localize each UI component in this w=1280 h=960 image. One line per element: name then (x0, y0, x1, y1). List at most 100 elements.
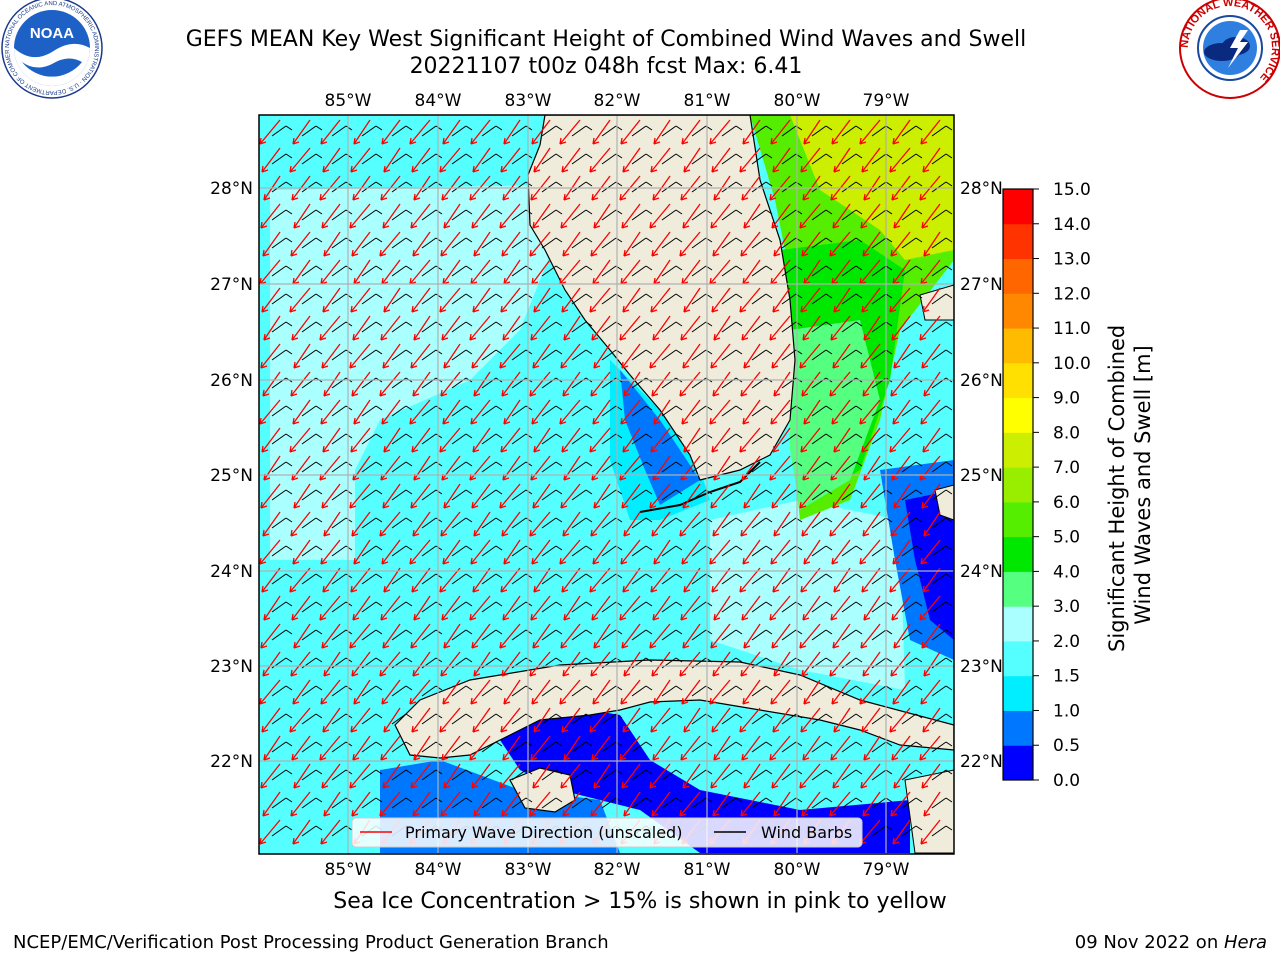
wave-direction-arrow (559, 539, 581, 565)
wind-barb (391, 685, 413, 697)
wind-barb (871, 405, 893, 417)
wind-barb (901, 769, 923, 781)
colorbar-segment (1003, 710, 1033, 746)
wave-direction-arrow (743, 763, 761, 789)
wave-direction-arrow (653, 679, 671, 705)
wind-barb (871, 545, 893, 557)
wave-direction-arrow (322, 707, 341, 733)
wave-height-field (790, 320, 880, 510)
wave-direction-arrow (922, 567, 941, 593)
wind-barb (571, 601, 593, 613)
wave-direction-arrow (383, 147, 401, 173)
wave-direction-arrow (619, 315, 641, 341)
wind-barb (901, 265, 923, 277)
wave-direction-arrow (531, 119, 551, 145)
wave-direction-arrow (439, 427, 461, 453)
wind-barb (481, 601, 503, 613)
wind-barb (661, 433, 683, 445)
wave-direction-arrow (683, 707, 701, 733)
wave-direction-arrow (829, 231, 851, 257)
wave-direction-arrow (349, 763, 371, 789)
wave-direction-arrow (713, 735, 731, 761)
wind-barb (511, 461, 533, 473)
wave-direction-arrow (862, 791, 881, 817)
wind-barb (361, 461, 383, 473)
wave-direction-arrow (290, 511, 311, 537)
wave-direction-arrow (410, 763, 431, 789)
wind-barb (661, 405, 683, 417)
wind-barb (301, 825, 323, 837)
wave-direction-arrow (259, 539, 281, 565)
wave-direction-arrow (590, 231, 611, 257)
wave-direction-arrow (503, 119, 521, 145)
colorbar-tick-label: 1.5 (1053, 667, 1080, 687)
wave-direction-arrow (532, 343, 551, 369)
wind-barb (541, 349, 563, 361)
wave-direction-arrow (920, 819, 941, 845)
wave-direction-arrow (472, 427, 491, 453)
wave-direction-arrow (712, 651, 731, 677)
wind-barb (331, 601, 353, 613)
wave-direction-arrow (743, 203, 761, 229)
wave-direction-arrow (890, 231, 911, 257)
wind-barb (571, 321, 593, 333)
map-legend: Primary Wave Direction (unscaled) Wind B… (351, 817, 863, 848)
wave-direction-arrow (411, 567, 431, 593)
wind-barb (571, 153, 593, 165)
wave-direction-arrow (410, 623, 431, 649)
wind-barb (751, 293, 773, 305)
wave-direction-arrow (529, 511, 551, 537)
wave-direction-arrow (560, 623, 581, 649)
wind-barb (931, 265, 953, 277)
wind-barb (661, 741, 683, 753)
wave-direction-arrow (832, 343, 851, 369)
wave-direction-arrow (563, 595, 581, 621)
wave-direction-arrow (289, 147, 311, 173)
wave-direction-arrow (681, 119, 701, 145)
wave-direction-arrow (380, 315, 401, 341)
wave-direction-arrow (592, 539, 611, 565)
wave-direction-arrow (471, 483, 491, 509)
wind-barb (661, 209, 683, 221)
wind-barb (841, 293, 863, 305)
wave-direction-arrow (291, 735, 311, 761)
wave-direction-arrow (621, 623, 641, 649)
wind-barb (841, 153, 863, 165)
wind-barb (391, 405, 413, 417)
wave-direction-arrow (562, 231, 581, 257)
wind-barb (541, 209, 563, 221)
wind-barb (751, 685, 773, 697)
lon-label-top: 83°W (505, 91, 552, 111)
wave-direction-arrow (351, 791, 371, 817)
wind-barb (571, 125, 593, 137)
wave-direction-arrow (472, 567, 491, 593)
wave-direction-arrow (383, 287, 401, 313)
wind-barb (901, 685, 923, 697)
wind-barb (661, 293, 683, 305)
wind-barb (901, 181, 923, 193)
wind-barb (511, 209, 533, 221)
wind-barb (301, 629, 323, 641)
wave-direction-arrow (890, 371, 911, 397)
wind-barb (481, 797, 503, 809)
wave-direction-arrow (413, 735, 431, 761)
wind-barb (391, 433, 413, 445)
wind-barb (331, 153, 353, 165)
wind-barb (421, 741, 443, 753)
wave-direction-arrow (861, 567, 881, 593)
wind-barb (661, 153, 683, 165)
wave-direction-arrow (800, 707, 821, 733)
wave-direction-arrow (742, 119, 761, 145)
wave-direction-arrow (440, 511, 461, 537)
wind-barb (721, 181, 743, 193)
wind-barb (301, 685, 323, 697)
wind-barb (541, 629, 563, 641)
wave-direction-arrow (260, 343, 281, 369)
wave-direction-arrow (292, 119, 311, 145)
wind-barb (871, 685, 893, 697)
wave-direction-arrow (409, 399, 431, 425)
wind-barb (271, 433, 293, 445)
wave-direction-arrow (829, 371, 851, 397)
wind-barb (421, 153, 443, 165)
wind-barb (481, 685, 503, 697)
